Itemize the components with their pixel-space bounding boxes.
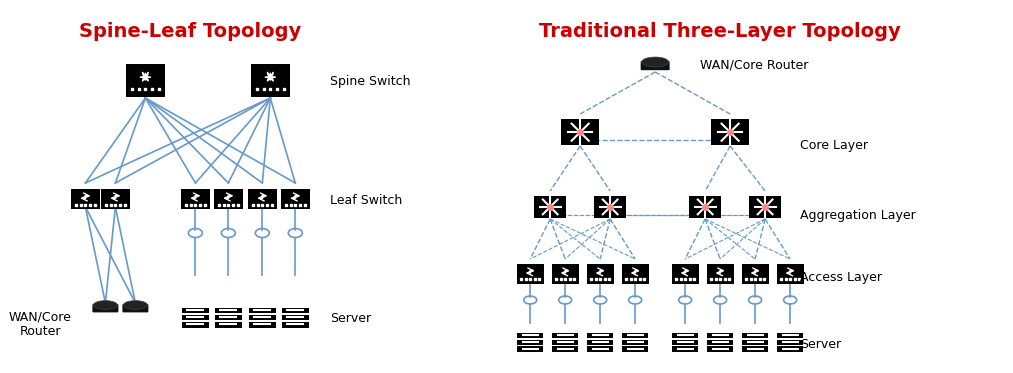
- FancyBboxPatch shape: [587, 264, 614, 279]
- FancyBboxPatch shape: [594, 195, 626, 218]
- FancyBboxPatch shape: [71, 189, 100, 205]
- FancyBboxPatch shape: [214, 203, 243, 209]
- Text: Core Layer: Core Layer: [800, 138, 868, 151]
- FancyBboxPatch shape: [672, 278, 699, 283]
- FancyBboxPatch shape: [518, 333, 543, 338]
- FancyBboxPatch shape: [640, 61, 670, 70]
- Ellipse shape: [124, 301, 147, 309]
- Text: Server: Server: [800, 339, 841, 351]
- FancyBboxPatch shape: [123, 304, 148, 313]
- FancyBboxPatch shape: [588, 346, 613, 351]
- Text: Spine-Leaf Topology: Spine-Leaf Topology: [79, 22, 302, 41]
- FancyBboxPatch shape: [101, 189, 130, 205]
- FancyBboxPatch shape: [214, 189, 243, 205]
- FancyBboxPatch shape: [622, 278, 648, 283]
- Text: Access Layer: Access Layer: [800, 272, 882, 285]
- FancyBboxPatch shape: [673, 346, 698, 351]
- FancyBboxPatch shape: [587, 278, 614, 283]
- FancyBboxPatch shape: [215, 308, 242, 313]
- FancyBboxPatch shape: [777, 278, 803, 283]
- FancyBboxPatch shape: [181, 315, 209, 320]
- FancyBboxPatch shape: [707, 339, 732, 345]
- FancyBboxPatch shape: [561, 119, 599, 145]
- FancyBboxPatch shape: [777, 333, 803, 338]
- Text: WAN/Core
Router: WAN/Core Router: [9, 310, 72, 338]
- FancyBboxPatch shape: [518, 346, 543, 351]
- FancyBboxPatch shape: [101, 203, 130, 209]
- FancyBboxPatch shape: [249, 308, 276, 313]
- FancyBboxPatch shape: [689, 195, 721, 218]
- FancyBboxPatch shape: [742, 278, 769, 283]
- FancyBboxPatch shape: [622, 346, 648, 351]
- Text: WAN/Core Router: WAN/Core Router: [700, 59, 808, 72]
- FancyBboxPatch shape: [743, 339, 768, 345]
- FancyBboxPatch shape: [707, 346, 732, 351]
- FancyBboxPatch shape: [743, 346, 768, 351]
- FancyBboxPatch shape: [181, 322, 209, 327]
- FancyBboxPatch shape: [743, 333, 768, 338]
- FancyBboxPatch shape: [126, 86, 165, 97]
- FancyBboxPatch shape: [777, 339, 803, 345]
- FancyBboxPatch shape: [248, 189, 277, 205]
- FancyBboxPatch shape: [215, 315, 242, 320]
- FancyBboxPatch shape: [534, 195, 566, 218]
- FancyBboxPatch shape: [181, 203, 210, 209]
- FancyBboxPatch shape: [282, 315, 309, 320]
- FancyBboxPatch shape: [92, 304, 119, 313]
- FancyBboxPatch shape: [282, 308, 309, 313]
- Text: Aggregation Layer: Aggregation Layer: [800, 209, 916, 222]
- FancyBboxPatch shape: [281, 189, 310, 205]
- Text: Server: Server: [330, 311, 372, 325]
- FancyBboxPatch shape: [777, 346, 803, 351]
- Text: Leaf Switch: Leaf Switch: [330, 194, 402, 207]
- FancyBboxPatch shape: [742, 264, 769, 279]
- FancyBboxPatch shape: [126, 64, 165, 93]
- FancyBboxPatch shape: [552, 339, 578, 345]
- FancyBboxPatch shape: [588, 339, 613, 345]
- FancyBboxPatch shape: [552, 333, 578, 338]
- FancyBboxPatch shape: [249, 322, 276, 327]
- FancyBboxPatch shape: [248, 203, 277, 209]
- Text: Traditional Three-Layer Topology: Traditional Three-Layer Topology: [539, 22, 901, 41]
- Ellipse shape: [641, 57, 669, 67]
- FancyBboxPatch shape: [282, 322, 309, 327]
- FancyBboxPatch shape: [673, 339, 698, 345]
- Ellipse shape: [93, 301, 118, 309]
- FancyBboxPatch shape: [518, 339, 543, 345]
- FancyBboxPatch shape: [552, 278, 578, 283]
- FancyBboxPatch shape: [707, 278, 733, 283]
- FancyBboxPatch shape: [622, 333, 648, 338]
- FancyBboxPatch shape: [517, 278, 544, 283]
- FancyBboxPatch shape: [777, 264, 803, 279]
- FancyBboxPatch shape: [552, 346, 578, 351]
- FancyBboxPatch shape: [707, 333, 732, 338]
- FancyBboxPatch shape: [622, 264, 648, 279]
- FancyBboxPatch shape: [181, 308, 209, 313]
- FancyBboxPatch shape: [250, 86, 290, 97]
- FancyBboxPatch shape: [672, 264, 699, 279]
- FancyBboxPatch shape: [552, 264, 578, 279]
- FancyBboxPatch shape: [281, 203, 310, 209]
- FancyBboxPatch shape: [517, 264, 544, 279]
- FancyBboxPatch shape: [588, 333, 613, 338]
- FancyBboxPatch shape: [181, 189, 210, 205]
- FancyBboxPatch shape: [622, 339, 648, 345]
- FancyBboxPatch shape: [749, 195, 781, 218]
- FancyBboxPatch shape: [250, 64, 290, 93]
- Text: Spine Switch: Spine Switch: [330, 75, 411, 88]
- FancyBboxPatch shape: [249, 315, 276, 320]
- FancyBboxPatch shape: [71, 203, 100, 209]
- FancyBboxPatch shape: [711, 119, 749, 145]
- FancyBboxPatch shape: [215, 322, 242, 327]
- FancyBboxPatch shape: [707, 264, 733, 279]
- FancyBboxPatch shape: [673, 333, 698, 338]
